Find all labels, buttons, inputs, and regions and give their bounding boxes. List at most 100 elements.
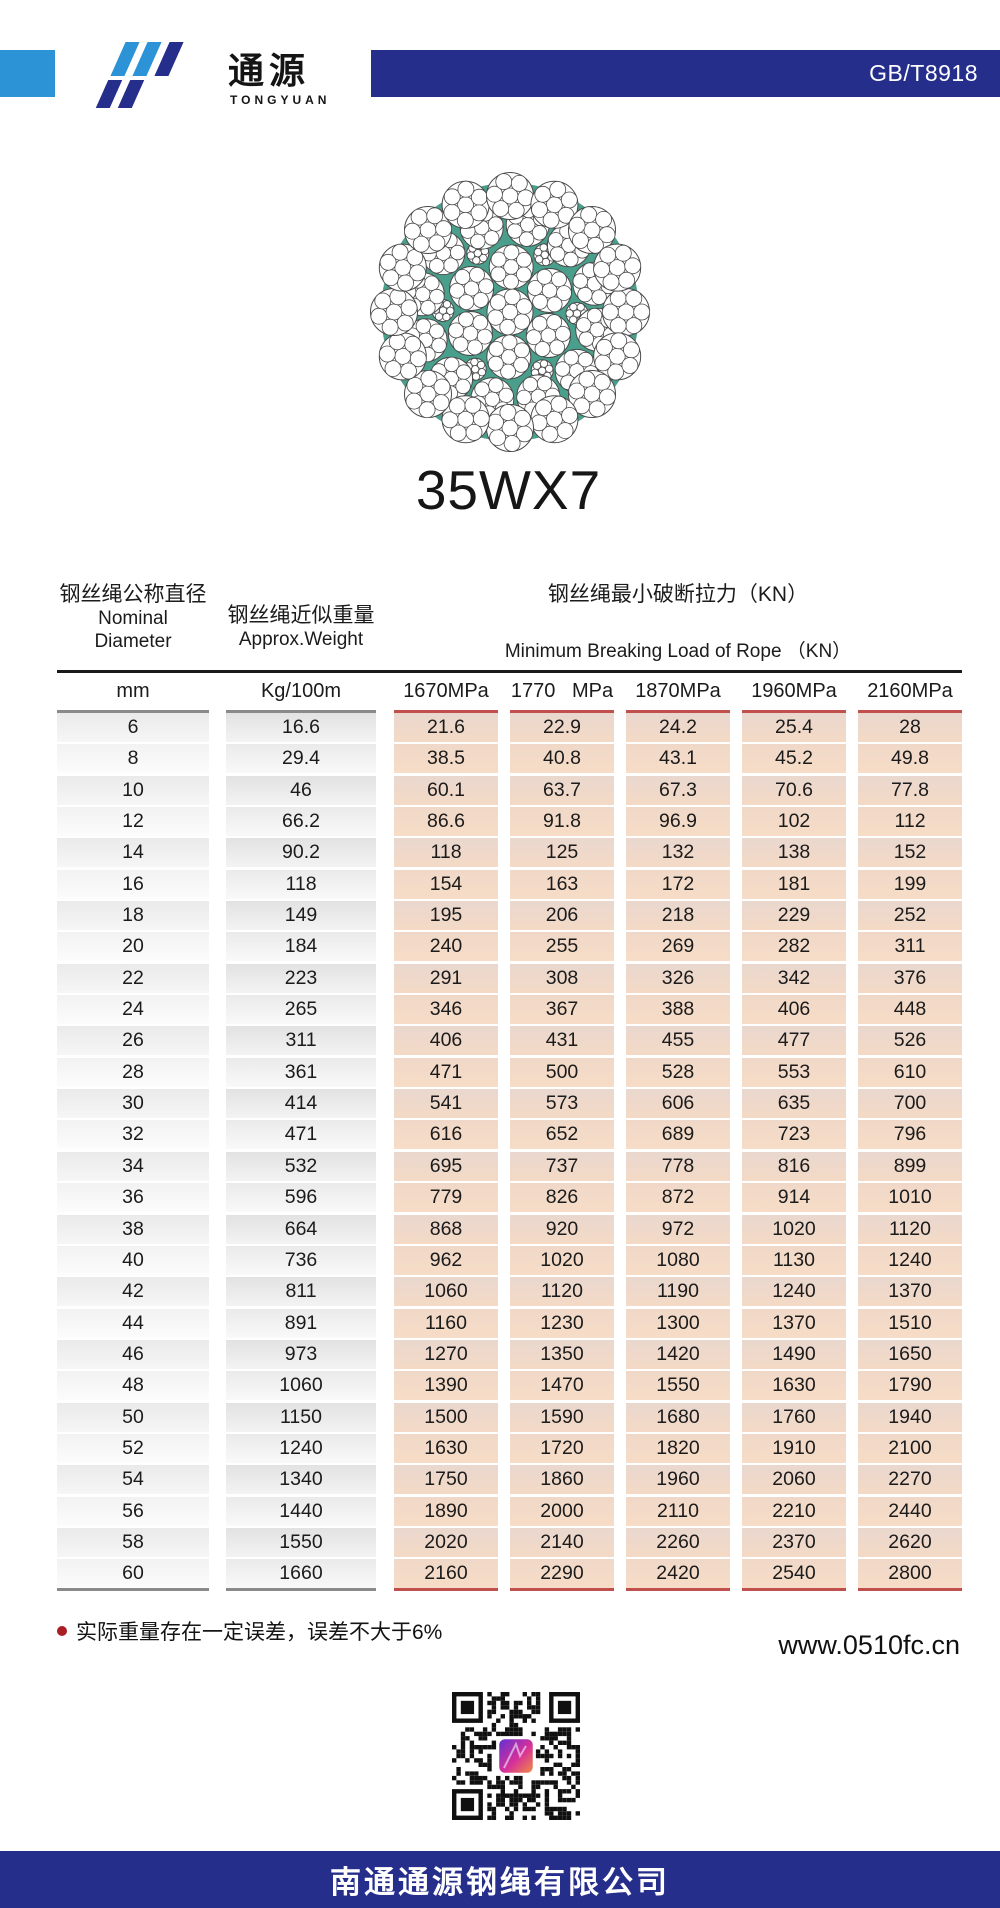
table-cell: 154 [394,869,498,899]
table-cell: 60 [57,1559,209,1589]
table-cell: 2270 [858,1465,962,1495]
table-cell: 18 [57,901,209,931]
table-cell: 723 [742,1120,846,1150]
table-units-row: mm Kg/100m 1670MPa 1770 MPa 1870MPa 1960… [57,673,962,710]
table-cell: 811 [226,1277,376,1307]
table-cell: 60.1 [394,775,498,805]
table-cell: 1150 [226,1402,376,1432]
product-model-title: 35WX7 [415,459,602,521]
table-cell: 635 [742,1089,846,1119]
table-cell: 45.2 [742,744,846,774]
table-cell: 736 [226,1245,376,1275]
table-cell: 42 [57,1277,209,1307]
table-cell: 700 [858,1089,962,1119]
table-cell: 1370 [742,1308,846,1338]
table-cell: 1340 [226,1465,376,1495]
table-cell: 2440 [858,1496,962,1526]
table-body: 6 8 10 12 14 16 18 20 22 24 26 28 30 32 34 36 38 40 42 44 46… [57,710,962,1592]
table-cell: 606 [626,1089,730,1119]
table-cell: 342 [742,963,846,993]
table-cell: 689 [626,1120,730,1150]
table-cell: 361 [226,1057,376,1087]
table-cell: 477 [742,1026,846,1056]
table-cell: 163 [510,869,614,899]
table-cell: 30 [57,1089,209,1119]
table-cell: 252 [858,901,962,931]
table-cell: 2800 [858,1559,962,1589]
table-cell: 326 [626,963,730,993]
table-cell: 2100 [858,1433,962,1463]
table-cell: 1490 [742,1339,846,1369]
table-cell: 36 [57,1183,209,1213]
table-cell: 2260 [626,1527,730,1557]
table-cell: 311 [858,932,962,962]
table-cell: 914 [742,1183,846,1213]
table-cell: 38.5 [394,744,498,774]
table-cell: 26 [57,1026,209,1056]
table-cell: 240 [394,932,498,962]
table-cell: 49.8 [858,744,962,774]
table-cell: 778 [626,1151,730,1181]
table-cell: 40.8 [510,744,614,774]
unit-label-2160mpa: 2160MPa [867,680,953,702]
table-cell: 388 [626,995,730,1025]
table-cell: 1550 [226,1527,376,1557]
table-cell: 67.3 [626,775,730,805]
table-cell: 1940 [858,1402,962,1432]
table-cell: 406 [394,1026,498,1056]
company-name: 南通通源钢绳有限公司 [330,1865,670,1900]
website-url: www.0510fc.cn [778,1630,960,1660]
table-cell: 46 [57,1339,209,1369]
table-cell: 1860 [510,1465,614,1495]
table-cell: 218 [626,901,730,931]
table-cell: 269 [626,932,730,962]
table-cell: 28 [858,713,962,742]
table-cell: 25.4 [742,713,846,742]
table-cell: 199 [858,869,962,899]
table-cell: 1630 [742,1371,846,1401]
table-cell: 2160 [394,1559,498,1589]
standard-code-label: GB/T8918 [869,60,978,86]
table-cell: 2420 [626,1559,730,1589]
table-cell: 184 [226,932,376,962]
table-cell: 2000 [510,1496,614,1526]
table-cell: 1020 [510,1245,614,1275]
footer-bar: 南通通源钢绳有限公司 [0,1851,1000,1908]
table-cell: 2370 [742,1527,846,1557]
table-cell: 2140 [510,1527,614,1557]
table-cell: 1350 [510,1339,614,1369]
table-cell: 1240 [226,1433,376,1463]
table-cell: 181 [742,869,846,899]
table-cell: 1720 [510,1433,614,1463]
table-cell: 48 [57,1371,209,1401]
weight-tolerance-note: 实际重量存在一定误差，误差不大于6% [57,1616,442,1646]
table-cell: 652 [510,1120,614,1150]
table-cell: 471 [394,1057,498,1087]
table-cell: 1440 [226,1496,376,1526]
table-cell: 20 [57,932,209,962]
table-cell: 2020 [394,1527,498,1557]
table-cell: 868 [394,1214,498,1244]
unit-label-1670mpa: 1670MPa [403,680,489,702]
table-cell: 265 [226,995,376,1025]
table-cell: 291 [394,963,498,993]
table-cell: 152 [858,838,962,868]
table-cell: 471 [226,1120,376,1150]
logo-text-cn: 通源 [228,50,311,91]
table-cell: 40 [57,1245,209,1275]
header-breaking-load: 钢丝绳最小破断拉力（KN） Minimum Breaking Load of R… [394,578,962,670]
table-cell: 1750 [394,1465,498,1495]
table-cell: 532 [226,1151,376,1181]
table-cell: 22 [57,963,209,993]
table-cell: 1240 [858,1245,962,1275]
table-cell: 1820 [626,1433,730,1463]
header-breaking-load-en: Minimum Breaking Load of Rope （KN） [504,641,852,662]
header-nominal-diameter-cn: 钢丝绳公称直径 [59,583,207,606]
header-bar: GB/T8918 [371,50,1000,97]
table-cell: 112 [858,807,962,837]
table-cell: 962 [394,1245,498,1275]
table-cell: 70.6 [742,775,846,805]
table-cell: 899 [858,1151,962,1181]
table-cell: 52 [57,1433,209,1463]
table-cell: 118 [394,838,498,868]
